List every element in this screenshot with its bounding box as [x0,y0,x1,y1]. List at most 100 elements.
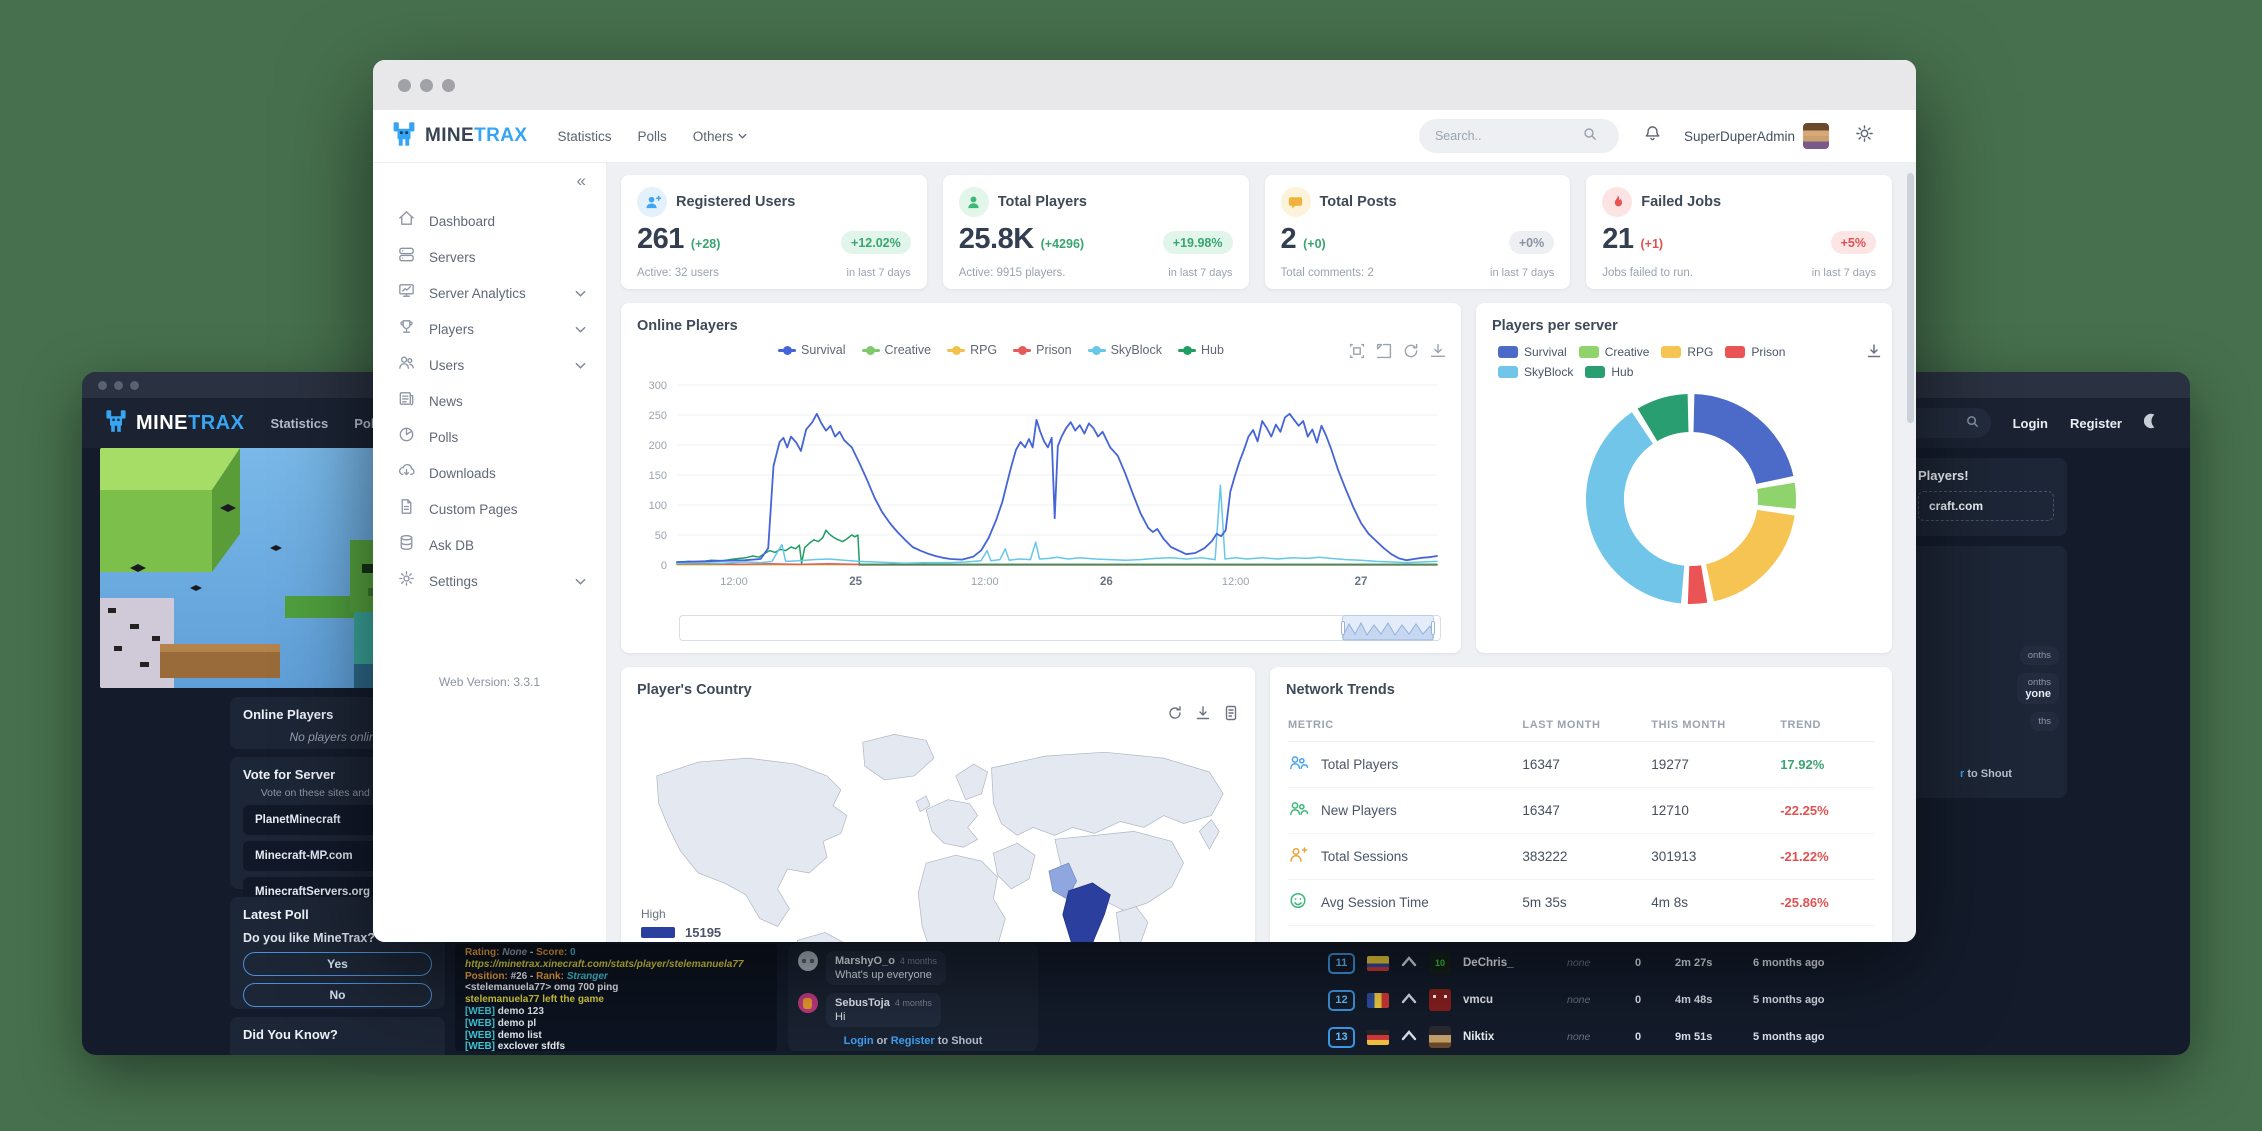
sidebar-item-players[interactable]: Players [373,311,606,347]
report-icon[interactable] [1223,705,1239,726]
window-dot[interactable] [442,78,455,92]
shout-auth-link[interactable]: Register [890,1035,935,1047]
player-name[interactable]: Niktix [1463,1031,1495,1043]
zoom-out-icon[interactable] [1376,343,1393,360]
sidebar-item-server-analytics[interactable]: Server Analytics [373,275,606,311]
moon-icon[interactable] [2143,413,2160,434]
table-row[interactable]: 13 Niktix none 0 9m 51s 5 months ago [1328,1022,1868,1052]
site-nav-statistics[interactable]: Statistics [270,415,329,431]
legend-item-survival[interactable]: Survival [778,343,846,357]
legend-item-rpg[interactable]: RPG [1661,345,1713,359]
chart-brush[interactable] [679,615,1441,641]
users-icon [397,353,416,377]
player-name[interactable]: DeChris_ [1463,957,1514,969]
stat-subtitle: Active: 32 users [637,267,719,279]
stat-card-failed-jobs: Failed Jobs 21 (+1) +5% Jobs failed to run. i… [1586,175,1892,289]
player-name[interactable]: vmcu [1463,994,1494,1006]
shout-auth-link[interactable]: Login [843,1035,874,1047]
legend-item-creative[interactable]: Creative [1578,345,1649,359]
user-icon [958,187,989,217]
players-per-server-chart[interactable] [1476,303,1892,653]
legend-item-skyblock[interactable]: SkyBlock [1498,365,1573,379]
admin-nav-statistics[interactable]: Statistics [557,128,612,144]
sidebar-item-downloads[interactable]: Downloads [373,455,606,491]
legend-item-hub[interactable]: Hub [1585,365,1633,379]
table-row[interactable]: 11 10 DeChris_ none 0 2m 27s 6 months ago [1328,948,1868,978]
poll-option-button[interactable]: Yes [243,952,432,976]
legend-swatch [1661,346,1682,358]
download-icon[interactable] [1195,705,1211,726]
page-icon [397,497,416,521]
player-country-card: Player's Country [621,667,1255,942]
console-line: [WEB] exclover sfdfs [465,1041,566,1051]
server-icon [397,245,416,269]
selection-zoom-icon[interactable] [1349,343,1366,360]
sidebar-item-servers[interactable]: Servers [373,239,606,275]
column-header: TREND [1780,718,1822,731]
register-link-fragment[interactable]: r [1960,768,1965,780]
sidebar-item-dashboard[interactable]: Dashboard [373,203,606,239]
server-console[interactable]: Rating: None - Score: 0 https://minetrax.… [455,944,777,1051]
reset-zoom-icon[interactable] [1403,343,1420,360]
download-icon[interactable] [1430,343,1447,360]
admin-nav-others[interactable]: Others [693,129,748,144]
admin-window-controls[interactable] [373,60,1916,110]
shout-author[interactable]: MarshyO_o 4 months [835,955,937,967]
window-dot[interactable] [398,78,411,92]
trophy-icon [397,317,416,341]
user-menu[interactable]: SuperDuperAdmin [1684,123,1829,149]
sidebar-item-polls[interactable]: Polls [373,419,606,455]
brush-handle-left[interactable] [1341,621,1345,635]
refresh-icon[interactable] [1167,705,1183,726]
search-input[interactable] [1432,128,1583,144]
site-login-link[interactable]: Login [2012,415,2048,431]
player-rating: none [1567,994,1591,1006]
sidebar-collapse-button[interactable]: « [576,171,586,190]
admin-logo[interactable]: MINETRAX [391,121,527,152]
admin-nav-polls[interactable]: Polls [637,128,667,144]
legend-item-rpg[interactable]: RPG [947,343,997,357]
legend-item-skyblock[interactable]: SkyBlock [1087,343,1162,357]
bell-icon[interactable] [1643,124,1662,148]
player-score: 0 [1635,994,1642,1006]
shout-author[interactable]: SebusToja 4 months [835,997,932,1009]
window-dot[interactable] [420,78,433,92]
world-map[interactable] [629,723,1243,942]
svg-text:12:00: 12:00 [1222,576,1250,588]
gear-icon [397,569,416,593]
legend-item-survival[interactable]: Survival [1498,345,1567,359]
admin-search[interactable] [1418,119,1619,153]
legend-item-creative[interactable]: Creative [861,343,931,357]
window-dot[interactable] [114,380,123,390]
brush-handle-right[interactable] [1431,621,1435,635]
users-icon [1288,799,1309,823]
stat-card-total-posts: Total Posts 2 (+0) +0% Total comments: 2 in l… [1264,175,1571,289]
scrollbar[interactable] [1907,173,1914,423]
poll-option-button[interactable]: No [243,983,432,1007]
metric-last-month: 16347 [1522,757,1560,772]
window-dot[interactable] [130,380,139,390]
server-address-box[interactable]: craft.com [1918,491,2054,521]
sidebar-item-news[interactable]: News [373,383,606,419]
table-row[interactable]: 12 vmcu none 0 4m 48s 5 months ago [1328,985,1868,1015]
legend-item-hub[interactable]: Hub [1178,343,1224,357]
site-register-link[interactable]: Register [2069,415,2122,431]
stat-trend-badge: +5% [1830,231,1876,254]
brush-selection[interactable] [1341,615,1435,641]
sidebar-item-custom-pages[interactable]: Custom Pages [373,491,606,527]
map-country-india [1062,882,1111,942]
shout-footer-fragment: to Shout [1964,768,2012,780]
sidebar-item-label: Settings [429,573,478,589]
site-logo[interactable]: MINETRAX [104,409,244,438]
window-dot[interactable] [98,380,107,390]
legend-item-prison[interactable]: Prison [1725,345,1785,359]
online-players-chart[interactable]: 0 50 100 150 200 250 300 12:00 25 12:00 26 12:00 27 [631,375,1447,607]
sidebar-item-settings[interactable]: Settings [373,563,606,599]
download-icon[interactable] [1866,343,1882,364]
theme-toggle-sun-icon[interactable] [1855,124,1874,148]
legend-item-prison[interactable]: Prison [1013,343,1072,357]
sidebar-item-users[interactable]: Users [373,347,606,383]
legend-label: Survival [801,343,846,357]
sidebar-item-ask-db[interactable]: Ask DB [373,527,606,563]
minetrax-logo-icon [391,121,417,152]
